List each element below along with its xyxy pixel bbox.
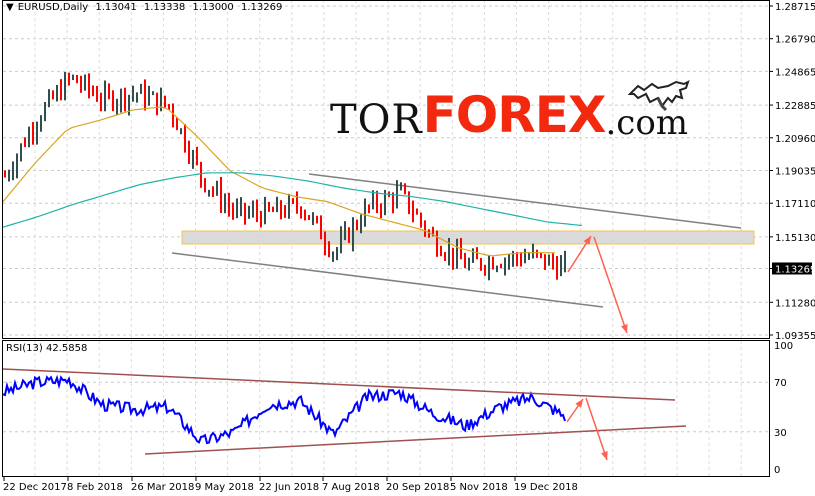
- svg-text:22 Dec 2017: 22 Dec 2017: [3, 482, 67, 493]
- svg-text:1.20960: 1.20960: [775, 134, 815, 145]
- svg-text:22 Jun 2018: 22 Jun 2018: [259, 482, 319, 493]
- svg-text:26 Mar 2018: 26 Mar 2018: [131, 482, 194, 493]
- rsi-header: RSI(13) 42.5858: [6, 343, 88, 354]
- open-value: 1.13041: [95, 2, 137, 13]
- rsi-panel: [2, 368, 687, 461]
- svg-text:1.13269: 1.13269: [775, 264, 815, 275]
- svg-text:30: 30: [774, 428, 787, 439]
- svg-text:1.26790: 1.26790: [775, 35, 815, 46]
- price-bars: [4, 71, 566, 281]
- chart-header: ▼ EURUSD,Daily 1.13041 1.13338 1.13000 1.…: [6, 2, 286, 13]
- collapse-triangle-icon[interactable]: ▼: [6, 2, 14, 13]
- svg-text:1.09355: 1.09355: [775, 331, 815, 342]
- svg-text:1.28715: 1.28715: [775, 2, 815, 13]
- time-axis[interactable]: 22 Dec 2017 8 Feb 2018 26 Mar 2018 9 May 20…: [3, 477, 578, 493]
- rsi-axis[interactable]: 100 70 30 0: [774, 341, 793, 476]
- svg-text:100: 100: [774, 341, 793, 352]
- svg-text:70: 70: [774, 378, 787, 389]
- svg-text:1.19035: 1.19035: [775, 167, 815, 178]
- svg-text:9 May 2018: 9 May 2018: [195, 482, 254, 493]
- svg-text:1.17110: 1.17110: [775, 199, 815, 210]
- svg-text:5 Nov 2018: 5 Nov 2018: [450, 482, 508, 493]
- svg-text:20 Sep 2018: 20 Sep 2018: [386, 482, 449, 493]
- torforex-logo: TOR FOREX .com: [330, 80, 688, 140]
- svg-text:0: 0: [774, 465, 780, 476]
- resistance-zone: [181, 230, 755, 245]
- svg-text:7 Aug 2018: 7 Aug 2018: [322, 482, 380, 493]
- svg-text:1.22885: 1.22885: [775, 101, 815, 112]
- price-axis[interactable]: 1.28715 1.26790 1.24865 1.22885 1.20960 1.190…: [769, 2, 815, 342]
- moving-averages: [2, 106, 583, 257]
- svg-text:1.15130: 1.15130: [775, 233, 815, 244]
- svg-text:19 Dec 2018: 19 Dec 2018: [514, 482, 578, 493]
- logo-com: .com: [605, 103, 689, 143]
- svg-text:8 Feb 2018: 8 Feb 2018: [67, 482, 123, 493]
- svg-text:1.11280: 1.11280: [775, 298, 815, 309]
- logo-forex: FOREX: [422, 86, 607, 144]
- symbol-timeframe: EURUSD,Daily: [17, 2, 89, 13]
- high-value: 1.13338: [143, 2, 186, 13]
- bull-icon: [628, 80, 690, 112]
- close-value: 1.13269: [240, 2, 283, 13]
- logo-tor: TOR: [330, 97, 423, 143]
- forecast-arrows: [567, 235, 628, 334]
- channel-lines: [171, 173, 742, 308]
- panel-frames: [2, 0, 770, 477]
- low-value: 1.13000: [192, 2, 234, 13]
- svg-text:1.24865: 1.24865: [775, 67, 815, 78]
